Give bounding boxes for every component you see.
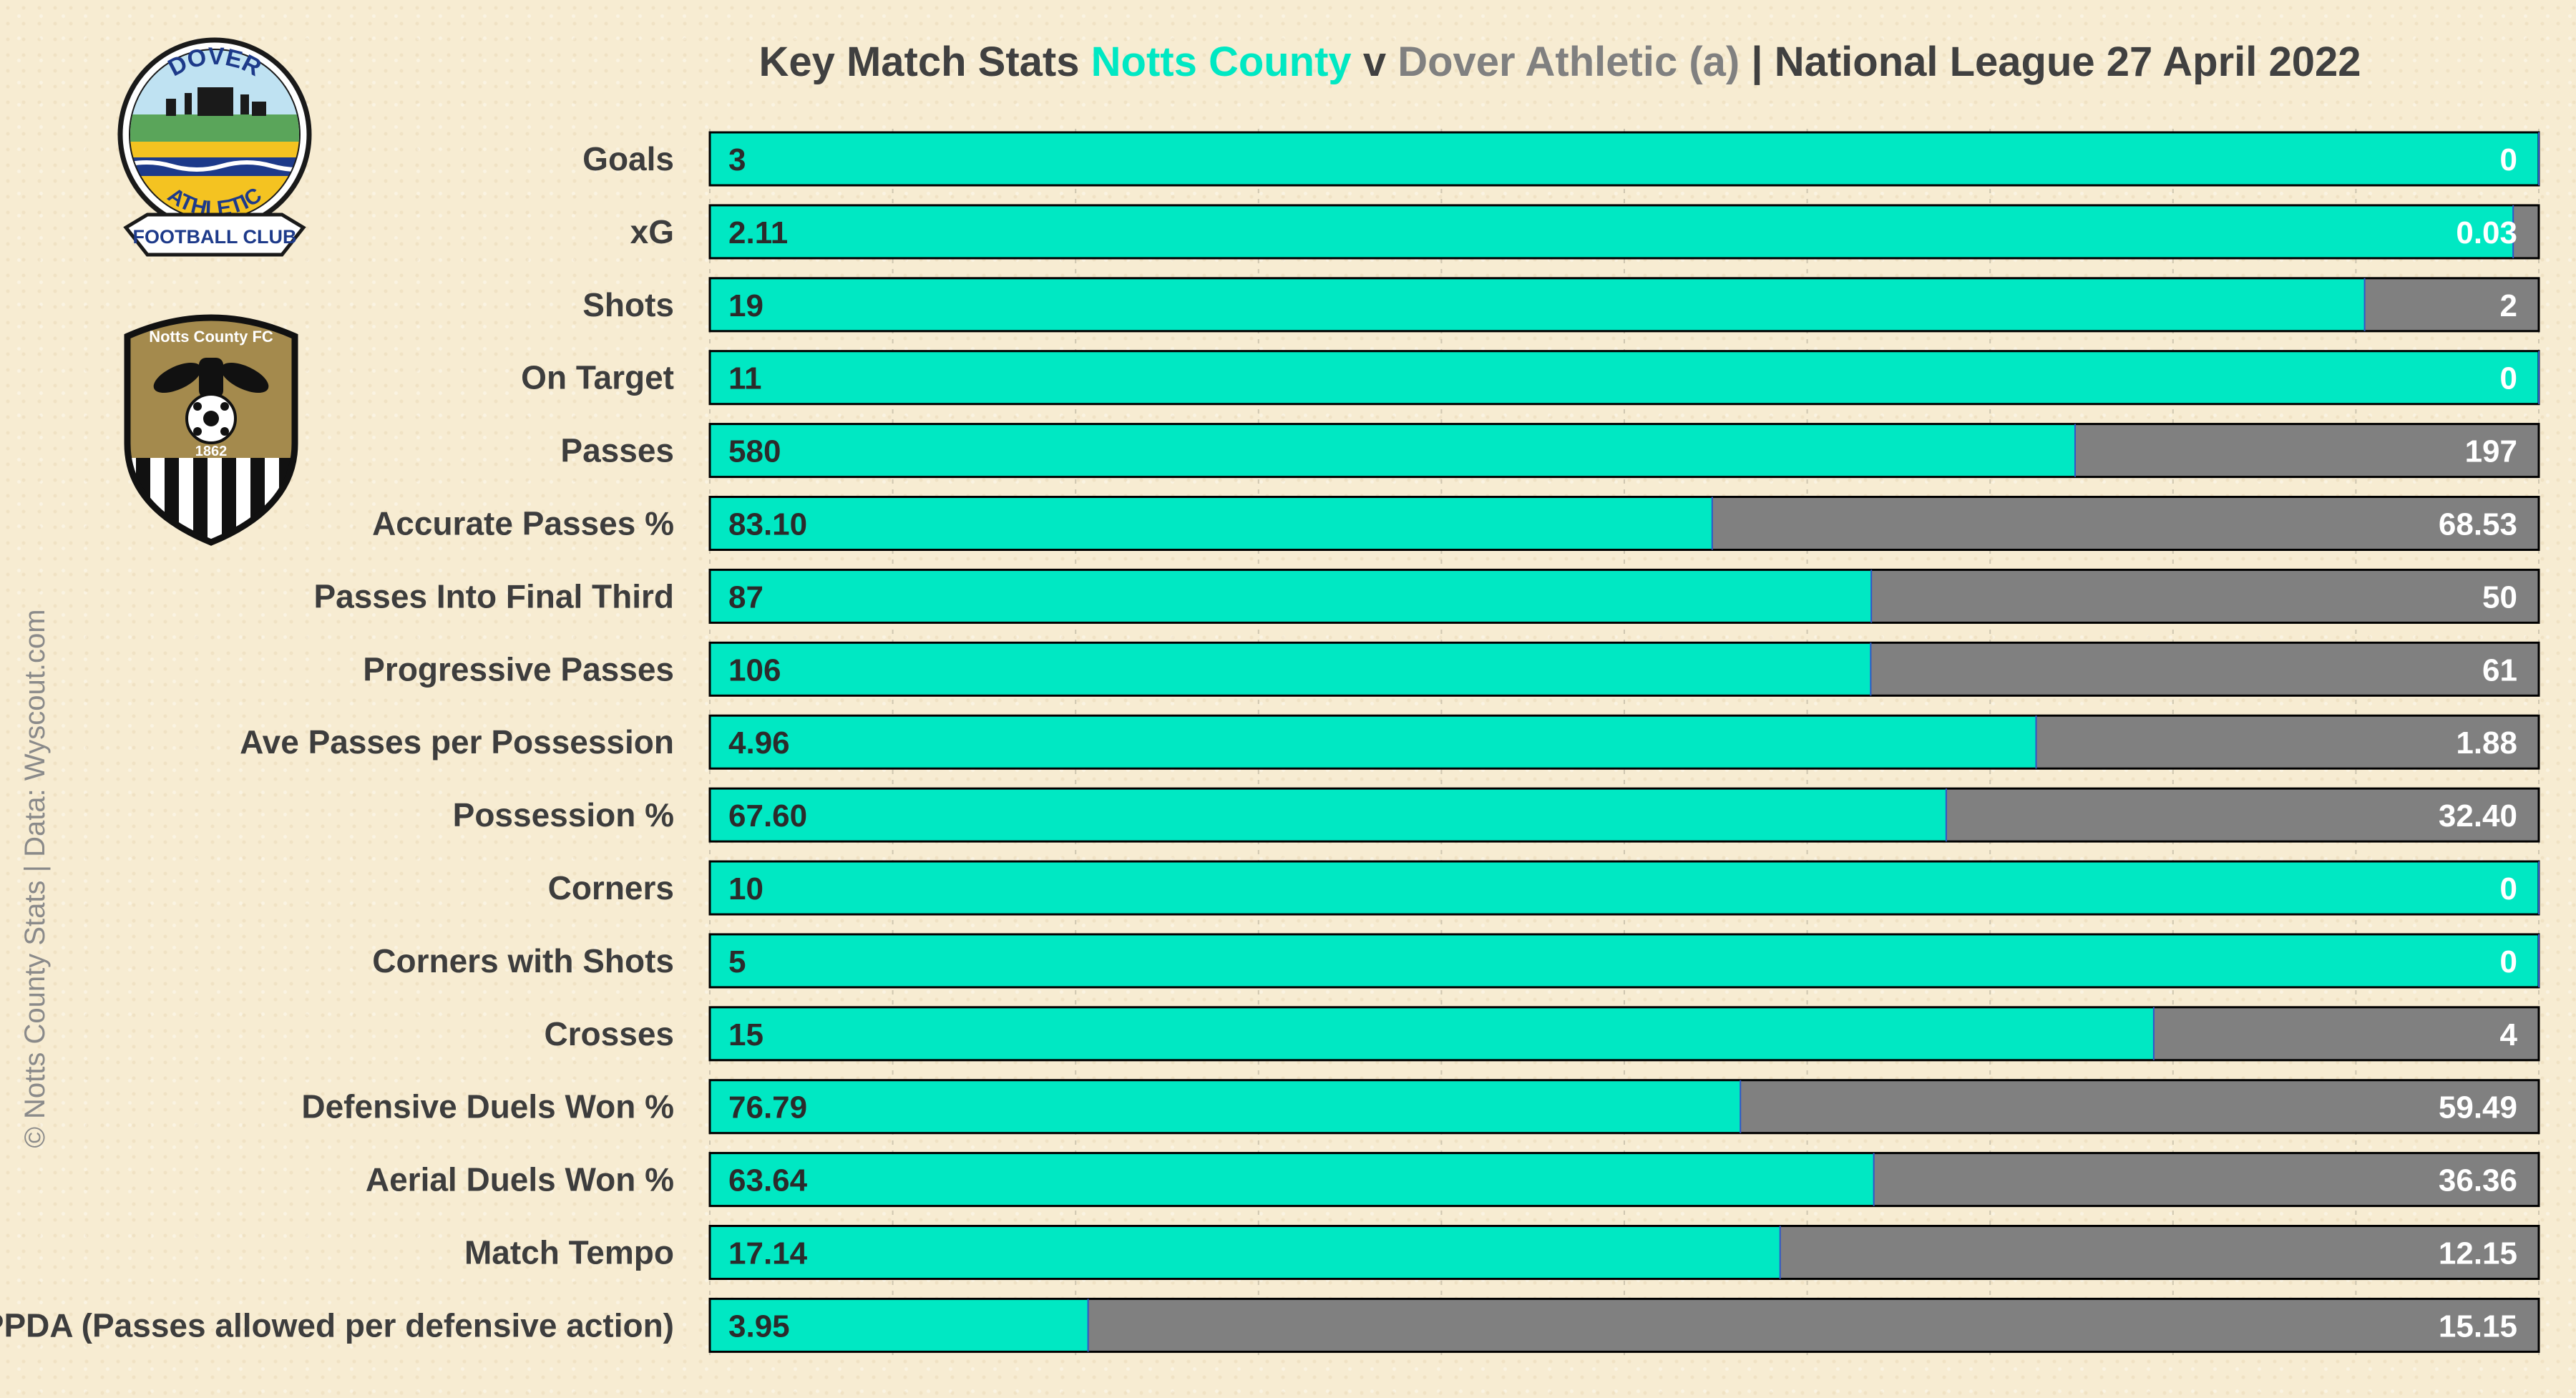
dover-ribbon-text: FOOTBALL CLUB xyxy=(133,226,297,248)
value-label-notts-county: 15 xyxy=(728,1017,763,1052)
notts-county-crest: Notts County FC 1862 xyxy=(124,314,298,546)
category-label: Possession % xyxy=(453,796,674,834)
category-label: Match Tempo xyxy=(464,1234,674,1271)
bar-notts-county xyxy=(710,642,1871,696)
bar-notts-county xyxy=(710,1226,1780,1279)
value-label-notts-county: 106 xyxy=(728,652,781,688)
category-label: Aerial Duels Won % xyxy=(366,1161,674,1198)
value-label-dover-athletic: 2 xyxy=(2500,288,2517,323)
bar-outline xyxy=(708,1006,2540,1062)
bar-notts-county xyxy=(710,934,2539,987)
value-label-notts-county: 19 xyxy=(728,288,763,323)
value-label-dover-athletic: 0 xyxy=(2500,944,2517,979)
chart-title: Key Match Stats Notts County v Dover Ath… xyxy=(758,39,2361,85)
credit-text: © Notts County Stats | Data: Wyscout.com xyxy=(19,609,51,1148)
value-label-notts-county: 63.64 xyxy=(728,1163,808,1198)
category-label: Corners with Shots xyxy=(372,942,674,979)
value-label-notts-county: 87 xyxy=(728,580,763,615)
value-label-notts-county: 76.79 xyxy=(728,1090,807,1125)
value-label-notts-county: 11 xyxy=(728,361,762,396)
category-label: Defensive Duels Won % xyxy=(301,1088,674,1125)
title-away-team: Dover Athletic (a) xyxy=(1397,39,1740,85)
bar-outline xyxy=(708,277,2540,333)
value-label-notts-county: 10 xyxy=(728,871,763,906)
value-label-dover-athletic: 32.40 xyxy=(2439,798,2517,834)
value-label-notts-county: 3.95 xyxy=(728,1309,790,1344)
bar-notts-county xyxy=(710,351,2539,404)
bar-outline xyxy=(708,496,2540,551)
value-label-dover-athletic: 50 xyxy=(2482,580,2517,615)
value-label-dover-athletic: 59.49 xyxy=(2439,1090,2517,1125)
category-label: Goals xyxy=(582,140,674,177)
category-label: xG xyxy=(630,213,674,250)
value-label-dover-athletic: 68.53 xyxy=(2439,507,2517,542)
bar-outline xyxy=(708,787,2540,843)
value-label-notts-county: 17.14 xyxy=(728,1236,808,1271)
title-home-team: Notts County xyxy=(1091,39,1352,85)
category-label: Ave Passes per Possession xyxy=(240,723,674,761)
category-label: On Target xyxy=(521,359,674,396)
category-label: Passes Into Final Third xyxy=(313,577,674,615)
value-label-notts-county: 5 xyxy=(728,944,746,979)
title-suffix: | National League 27 April 2022 xyxy=(1751,39,2361,85)
bar-outline xyxy=(708,423,2540,479)
bar-notts-county xyxy=(710,715,2036,769)
bar-outline xyxy=(708,1079,2540,1135)
value-label-dover-athletic: 0 xyxy=(2500,361,2517,396)
bar-notts-county xyxy=(710,788,1946,842)
bar-notts-county xyxy=(710,132,2539,185)
value-label-notts-county: 83.10 xyxy=(728,507,807,542)
bar-outline xyxy=(708,1297,2540,1353)
value-label-dover-athletic: 1.88 xyxy=(2456,725,2517,761)
bar-outline xyxy=(708,714,2540,770)
bar-outline xyxy=(708,1152,2540,1208)
bar-outline xyxy=(708,204,2540,260)
value-label-notts-county: 580 xyxy=(728,434,781,469)
category-label: Crosses xyxy=(544,1015,674,1052)
bar-notts-county xyxy=(710,1007,2154,1060)
value-label-dover-athletic: 36.36 xyxy=(2439,1163,2517,1198)
value-label-notts-county: 2.11 xyxy=(728,215,788,250)
title-separator: v xyxy=(1363,39,1397,85)
value-label-dover-athletic: 197 xyxy=(2465,434,2517,469)
value-label-dover-athletic: 15.15 xyxy=(2439,1309,2517,1344)
bar-notts-county xyxy=(710,1080,1741,1133)
dover-athletic-crest: DOVER ATHLETIC FOOTBALL CLUB xyxy=(117,37,312,257)
bar-notts-county xyxy=(710,497,1712,550)
category-label: Corners xyxy=(548,869,674,906)
bar-notts-county xyxy=(710,570,1872,623)
value-label-dover-athletic: 0.03 xyxy=(2456,215,2517,250)
category-label: PPDA (Passes allowed per defensive actio… xyxy=(0,1306,674,1344)
bar-notts-county xyxy=(710,1153,1874,1206)
bar-notts-county xyxy=(710,205,2514,258)
bar-notts-county xyxy=(710,278,2365,331)
value-label-notts-county: 67.60 xyxy=(728,798,807,834)
value-label-notts-county: 3 xyxy=(728,142,746,177)
bars-layer xyxy=(708,131,2540,1353)
bar-notts-county xyxy=(710,861,2539,914)
value-label-notts-county: 4.96 xyxy=(728,725,790,761)
bar-outline xyxy=(708,568,2540,624)
title-prefix: Key Match Stats xyxy=(758,39,1091,85)
category-label: Accurate Passes % xyxy=(372,505,674,542)
bar-notts-county xyxy=(710,424,2075,477)
bar-outline xyxy=(708,1225,2540,1280)
category-label: Passes xyxy=(560,432,674,469)
labels-layer: Goals 3 0 xG 2.11 0.03 Shots 19 2 On Target 11 0 Pas… xyxy=(0,140,2518,1344)
value-label-dover-athletic: 12.15 xyxy=(2439,1236,2517,1271)
bar-outline xyxy=(708,641,2540,697)
value-label-dover-athletic: 4 xyxy=(2500,1017,2518,1052)
notts-year-text: 1862 xyxy=(195,444,228,459)
notts-top-text: Notts County FC xyxy=(149,328,273,346)
category-label: Progressive Passes xyxy=(363,650,674,688)
value-label-dover-athletic: 0 xyxy=(2500,871,2517,906)
bar-notts-county xyxy=(710,1299,1088,1352)
category-label: Shots xyxy=(582,286,674,323)
value-label-dover-athletic: 61 xyxy=(2482,652,2517,688)
value-label-dover-athletic: 0 xyxy=(2500,142,2517,177)
